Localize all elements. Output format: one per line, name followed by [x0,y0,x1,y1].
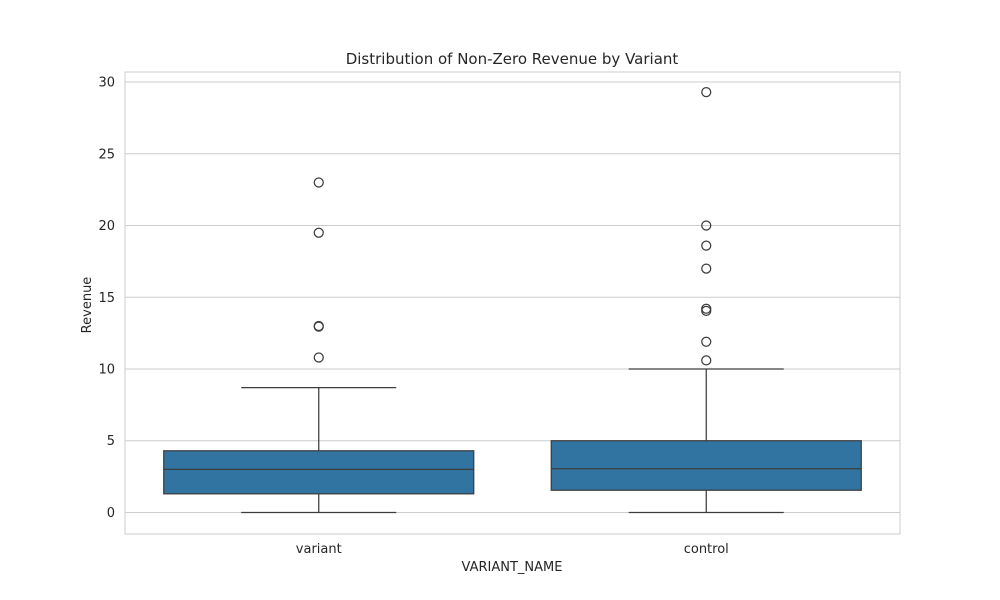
y-tick-label: 10 [98,363,115,378]
iqr-box [163,450,475,495]
x-tick-label: control [684,542,729,557]
iqr-box [550,440,862,491]
grid-layer [125,81,900,513]
plot-frame [124,71,901,535]
y-tick-label: 0 [107,506,115,521]
outlier-point [313,177,324,188]
outlier-point [313,352,324,363]
x-tick-label: variant [296,542,342,557]
y-tick-label: 15 [98,291,115,306]
outlier-point [313,227,324,238]
y-tick-label: 5 [107,434,115,449]
outlier-point [701,355,712,366]
outlier-point [701,336,712,347]
outlier-point [701,86,712,98]
outlier-point [701,303,712,314]
outlier-point [701,220,712,231]
chart-title: Distribution of Non-Zero Revenue by Vari… [346,50,679,68]
box-group-variant [163,177,475,514]
y-tick-label: 25 [98,147,115,162]
y-axis-label: Revenue [80,277,95,334]
outlier-point [313,320,324,332]
box-layer [163,86,862,514]
outlier-point [701,263,712,274]
x-tick-labels: variant control [296,542,729,557]
y-tick-label: 30 [98,76,115,91]
y-tick-label: 20 [98,219,115,234]
x-axis-label: VARIANT_NAME [462,560,563,575]
outlier-point [701,240,712,251]
box-group-control [550,86,862,514]
y-tick-labels: 0 5 10 15 20 25 30 [98,76,115,521]
